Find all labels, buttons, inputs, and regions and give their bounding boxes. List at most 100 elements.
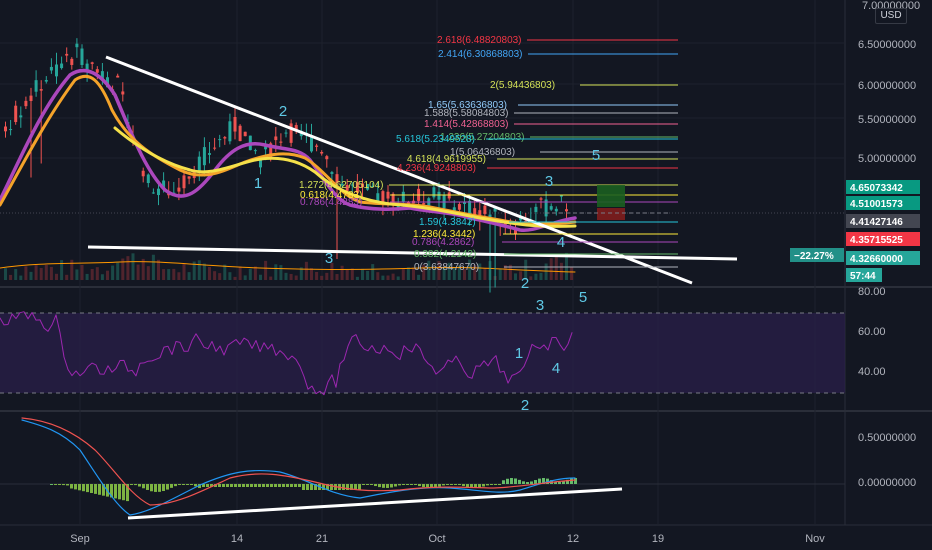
volume-bar (284, 272, 288, 280)
volume-bar (289, 273, 293, 280)
volume-bar (519, 271, 523, 280)
candle-body (361, 183, 364, 188)
macd-histogram-bar (222, 484, 225, 487)
candle-body (315, 145, 319, 147)
volume-bar (529, 276, 533, 280)
price-tag-label: 4.65073342 (850, 183, 903, 194)
candle-body (350, 184, 354, 186)
volume-bar (294, 275, 298, 280)
macd-histogram-bar (142, 484, 145, 489)
macd-histogram-bar (382, 484, 385, 488)
candle-body (49, 66, 53, 71)
candle-body (65, 53, 69, 56)
volume-bar (111, 265, 115, 280)
macd-histogram-bar (450, 484, 453, 485)
candle-body (320, 151, 324, 154)
price-tag-label: 4.41427146 (850, 217, 903, 228)
macd-histogram-bar (118, 484, 121, 500)
volume-bar (24, 266, 28, 280)
volume-bar (121, 258, 125, 280)
macd-histogram-bar (162, 484, 165, 492)
candle-body (422, 203, 426, 205)
candle-body (39, 89, 43, 91)
macd-histogram-bar (534, 480, 537, 484)
candle-body (366, 184, 370, 190)
macd-histogram-bar (446, 484, 449, 485)
candle-body (202, 147, 206, 166)
time-axis-label: 19 (652, 533, 664, 545)
ma-purple-line (0, 68, 577, 232)
volume-bar (371, 264, 375, 280)
macd-axis-label: 0.00000000 (858, 477, 916, 489)
volume-bar (197, 260, 201, 280)
fib-level-label: 1.588(5.58084803) (424, 108, 509, 119)
macd-histogram-bar (146, 484, 149, 490)
volume-bar (95, 267, 99, 280)
macd-histogram-bar (486, 484, 489, 486)
candle-body (75, 43, 79, 48)
volume-bar (335, 274, 339, 280)
volume-bar (167, 269, 171, 280)
volume-bar (14, 269, 18, 280)
macd-histogram-bar (522, 481, 525, 484)
currency-button[interactable]: USD (875, 8, 907, 24)
candle-body (310, 136, 313, 152)
volume-bar (9, 274, 13, 280)
macd-histogram-bar (330, 484, 333, 490)
candle-body (116, 75, 120, 78)
volume-bar (468, 259, 472, 280)
candle-body (80, 48, 84, 65)
volume-bar (320, 275, 324, 280)
macd-histogram-bar (174, 484, 177, 487)
candle-body (121, 91, 125, 95)
macd-histogram-bar (518, 479, 521, 484)
candle-body (493, 207, 497, 212)
volume-bar (478, 263, 482, 280)
wave-label: 3 (325, 250, 333, 267)
macd-histogram-bar (542, 478, 545, 484)
candle-body (238, 125, 242, 142)
volume-bar (422, 265, 426, 280)
volume-bar (483, 267, 487, 280)
volume-bar (136, 264, 140, 280)
volume-bar (452, 267, 456, 280)
volume-bar (39, 268, 43, 280)
rsi-axis-label: 40.00 (858, 366, 886, 378)
fib-level-label: 1(5.06436803) (450, 147, 515, 158)
fib-level-label: 1.65(5.63636803) (428, 100, 507, 111)
candle-body (386, 191, 390, 199)
volume-bar (498, 268, 502, 280)
candle-body (483, 205, 487, 214)
volume-bar (350, 268, 354, 280)
candle-body (473, 208, 477, 217)
candle-body (29, 95, 33, 101)
fib-level-label: 1.236(5.27204803) (440, 132, 525, 143)
macd-histogram-bar (314, 484, 317, 490)
price-tag-box (846, 196, 920, 210)
candle-body (340, 183, 344, 186)
candle-body (141, 170, 145, 177)
candle-body (478, 210, 482, 220)
volume-bar (228, 272, 232, 280)
macd-histogram-bar (558, 481, 561, 484)
candle-body (44, 80, 48, 82)
macd-histogram-bar (102, 484, 105, 496)
macd-axis-label: 0.50000000 (858, 432, 916, 444)
price-tag-label: 57:44 (850, 271, 876, 282)
candle-body (325, 156, 329, 160)
macd-histogram-bar (134, 484, 137, 486)
candle-body (371, 185, 375, 187)
volume-bar (534, 273, 538, 280)
volume-bar (437, 261, 441, 280)
macd-histogram-bar (406, 484, 409, 485)
fib-level-label: 0.382(4.2142) (414, 249, 476, 260)
volume-bar (218, 273, 222, 280)
volume-bar (457, 265, 461, 280)
volume-bar (570, 267, 574, 280)
macd-histogram-bar (226, 484, 229, 487)
position-box-loss (597, 208, 625, 220)
price-tag-label: 4.35715525 (850, 235, 903, 246)
rsi-wave-label: 1 (515, 345, 523, 362)
macd-histogram-bar (438, 484, 441, 487)
